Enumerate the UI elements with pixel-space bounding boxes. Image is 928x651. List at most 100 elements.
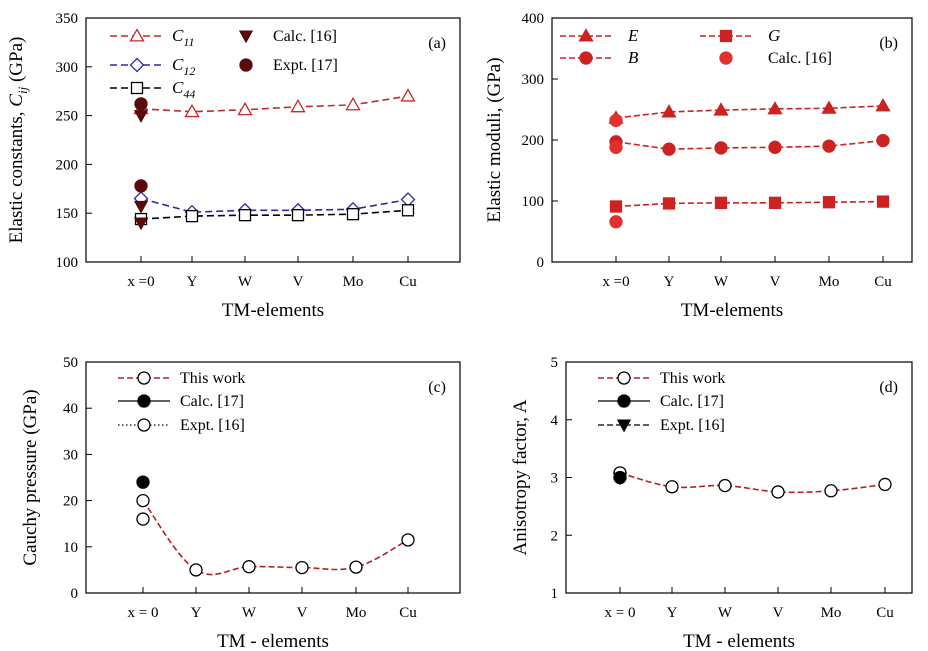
data-point xyxy=(400,192,416,207)
panel-label: (b) xyxy=(879,35,898,52)
legend-marker xyxy=(719,51,733,65)
data-point xyxy=(821,100,837,114)
y-tick-label: 4 xyxy=(551,413,559,429)
data-point xyxy=(136,493,150,508)
y-tick-label: 50 xyxy=(63,355,78,371)
series-line xyxy=(140,197,409,214)
legend-marker xyxy=(129,28,145,42)
data-point xyxy=(290,99,306,113)
x-tick-label: Mo xyxy=(346,605,367,621)
x-tick-label: x =0 xyxy=(127,274,154,290)
y-tick-label: 2 xyxy=(551,528,559,544)
data-point xyxy=(718,478,732,493)
y-tick-label: 10 xyxy=(63,540,78,556)
x-tick-label: Cu xyxy=(876,605,894,621)
y-tick-label: 1 xyxy=(551,586,559,602)
legend-label: Calc. [17] xyxy=(180,393,244,410)
legend-label: Calc. [17] xyxy=(660,393,724,410)
data-point xyxy=(345,97,361,111)
x-tick-label: Cu xyxy=(399,605,417,621)
reference-point xyxy=(136,512,150,526)
y-tick-label: 300 xyxy=(56,60,79,76)
y-axis-label: Cauchy pressure (GPa) xyxy=(20,389,41,565)
reference-point xyxy=(133,200,149,214)
data-point xyxy=(661,104,677,118)
data-point xyxy=(609,200,623,213)
data-point xyxy=(822,196,836,209)
legend-label: E xyxy=(627,26,639,45)
y-tick-label: 350 xyxy=(56,11,79,27)
series-line xyxy=(615,200,884,208)
data-point xyxy=(401,204,415,217)
series-line xyxy=(615,105,884,119)
data-point xyxy=(767,101,783,115)
reference-point xyxy=(136,475,150,489)
y-tick-label: 200 xyxy=(56,157,79,173)
x-tick-label: x = 0 xyxy=(128,605,159,621)
reference-point xyxy=(609,113,623,128)
x-axis-label: TM-elements xyxy=(222,300,324,321)
data-point xyxy=(768,196,782,209)
x-tick-label: Cu xyxy=(399,274,417,290)
x-tick-label: Mo xyxy=(343,274,364,290)
data-point xyxy=(824,484,838,498)
panel-label: (c) xyxy=(428,379,446,396)
x-tick-label: W xyxy=(238,274,253,290)
legend: This work Calc. [17] Expt. [16] xyxy=(118,370,245,434)
x-tick-label: V xyxy=(770,274,781,290)
x-tick-label: Y xyxy=(191,605,202,621)
legend-label: C44 xyxy=(172,78,195,101)
reference-point xyxy=(133,217,149,231)
panel-1: 100 150 200 250 300 350 x =0 Y W V Mo Cu TM-elements… xyxy=(6,11,461,321)
reference-point xyxy=(134,97,148,111)
legend-label: Expt. [17] xyxy=(273,57,338,74)
data-point xyxy=(237,101,253,116)
legend-marker xyxy=(239,58,253,72)
x-tick-label: Y xyxy=(667,605,678,621)
x-tick-label: Cu xyxy=(874,274,892,290)
panel-label: (a) xyxy=(428,35,446,52)
data-point xyxy=(184,103,200,118)
reference-point xyxy=(134,179,148,193)
reference-point xyxy=(612,472,628,486)
data-point xyxy=(876,133,890,148)
y-tick-label: 400 xyxy=(522,11,545,27)
y-tick-label: 100 xyxy=(522,194,545,210)
data-point xyxy=(665,480,679,494)
legend-marker xyxy=(617,394,631,408)
legend-label: Calc. [16] xyxy=(273,28,337,45)
legend-label: Expt. [16] xyxy=(660,417,725,434)
series-line xyxy=(140,209,409,220)
y-tick-label: 100 xyxy=(56,255,79,271)
legend-marker xyxy=(578,28,594,42)
data-point xyxy=(771,485,785,499)
legend-marker xyxy=(137,418,151,432)
x-tick-label: W xyxy=(718,605,733,621)
x-tick-label: V xyxy=(773,605,784,621)
data-point xyxy=(242,560,256,574)
series-line xyxy=(615,139,884,150)
legend-marker xyxy=(137,394,151,408)
data-point xyxy=(238,209,252,222)
y-tick-label: 3 xyxy=(551,471,559,487)
data-point xyxy=(876,195,890,208)
x-axis-label: TM-elements xyxy=(681,300,783,321)
x-axis-label: TM - elements xyxy=(683,631,795,651)
plot-frame xyxy=(85,17,461,263)
x-tick-label: V xyxy=(293,274,304,290)
legend-marker xyxy=(719,29,733,43)
data-point xyxy=(768,140,782,154)
reference-point xyxy=(609,215,623,229)
x-tick-label: Y xyxy=(664,274,675,290)
data-point xyxy=(400,88,416,102)
y-tick-label: 150 xyxy=(56,206,79,222)
x-tick-label: V xyxy=(297,605,308,621)
series-line xyxy=(140,95,409,113)
data-point xyxy=(189,563,203,577)
panel-label: (d) xyxy=(879,379,898,396)
y-tick-label: 300 xyxy=(522,72,545,88)
y-axis-label: Elastic constants, Cij (GPa) xyxy=(6,37,30,244)
reference-point xyxy=(609,140,623,154)
data-point xyxy=(875,98,891,112)
